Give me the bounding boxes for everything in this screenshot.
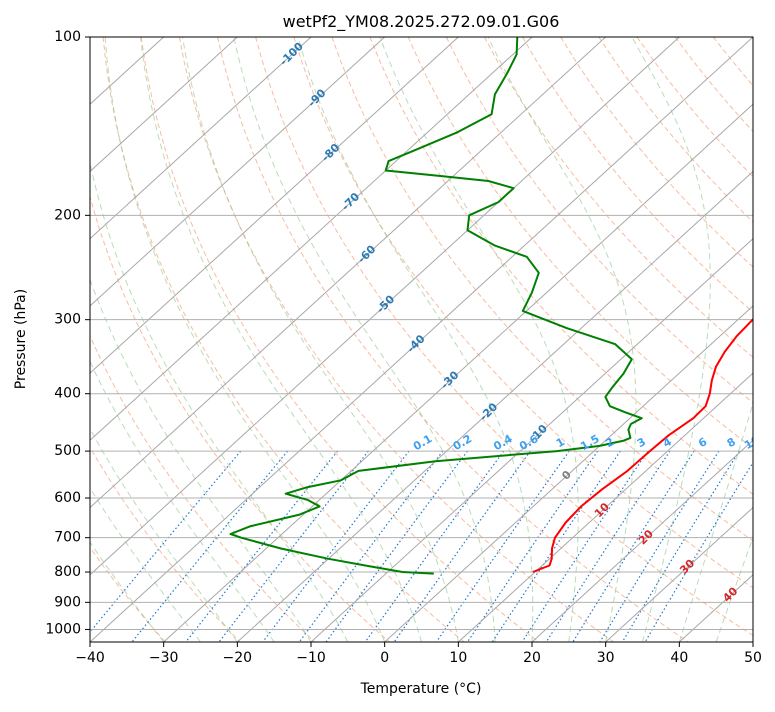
x-axis-label: Temperature (°C) — [360, 681, 482, 697]
x-tick-label: 10 — [449, 650, 467, 666]
x-tick-label: 0 — [380, 650, 389, 666]
y-tick-label: 400 — [54, 386, 81, 402]
y-tick-label: 600 — [54, 490, 81, 506]
y-axis-label: Pressure (hPa) — [13, 289, 29, 389]
y-tick-label: 900 — [54, 594, 81, 610]
x-tick-label: 50 — [744, 650, 762, 666]
x-tick-label: −40 — [75, 650, 105, 666]
x-tick-label: 20 — [523, 650, 541, 666]
y-tick-label: 1000 — [45, 621, 81, 637]
y-tick-label: 200 — [54, 207, 81, 223]
x-tick-label: 30 — [597, 650, 615, 666]
y-tick-label: 300 — [54, 312, 81, 328]
y-tick-label: 500 — [54, 443, 81, 459]
x-tick-label: −10 — [296, 650, 326, 666]
chart-title: wetPf2_YM08.2025.272.09.01.G06 — [283, 12, 560, 32]
y-tick-label: 700 — [54, 530, 81, 546]
x-tick-label: −20 — [223, 650, 253, 666]
y-tick-label: 800 — [54, 564, 81, 580]
x-tick-label: −30 — [149, 650, 179, 666]
x-tick-label: 40 — [670, 650, 688, 666]
y-tick-label: 100 — [54, 29, 81, 45]
